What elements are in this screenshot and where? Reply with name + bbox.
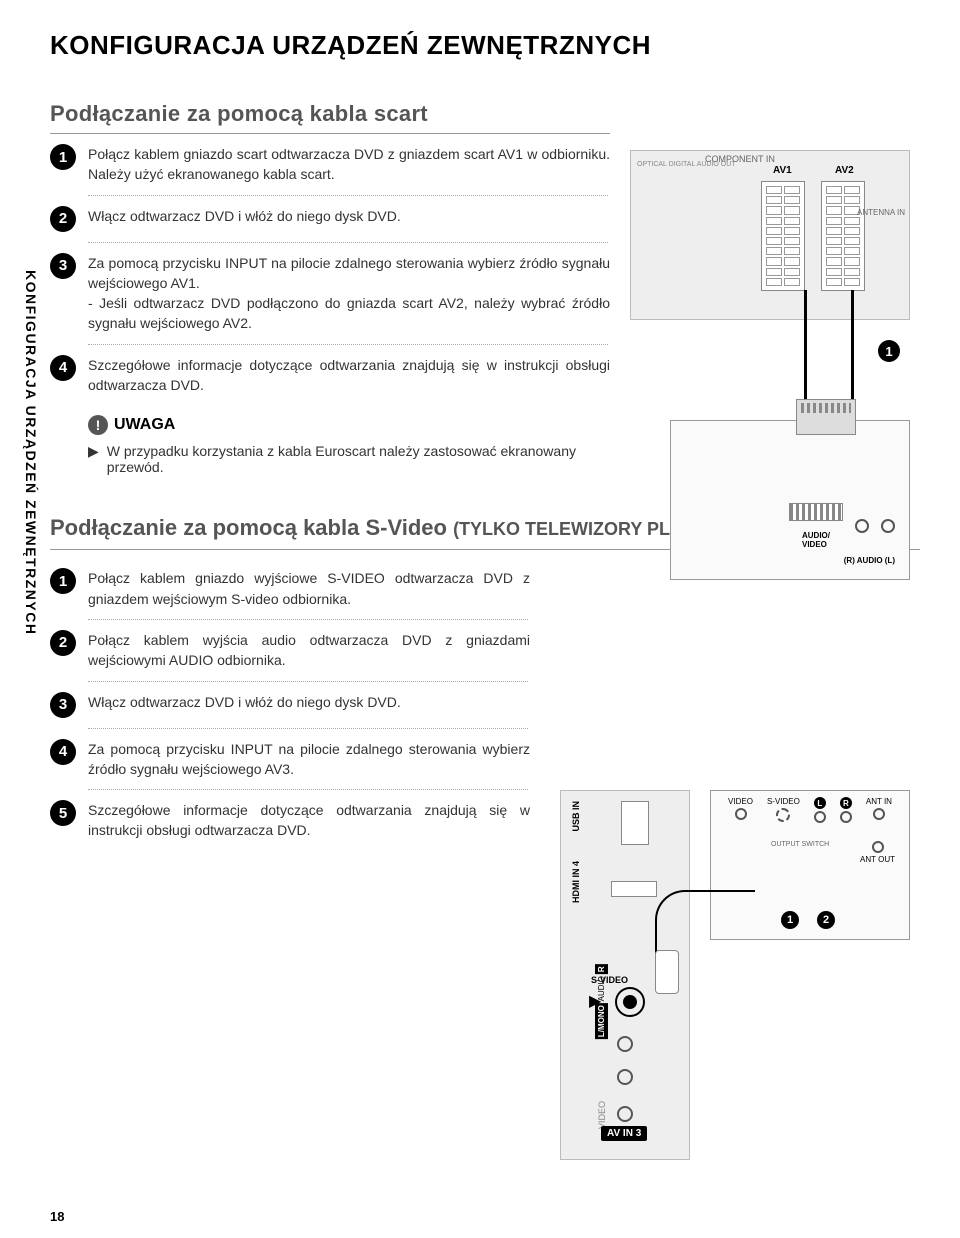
step-badge-1: 1: [50, 144, 76, 170]
audio-r-port: [617, 1069, 633, 1085]
dvd-ant-in: ANT IN: [866, 797, 892, 823]
step2-row-4: 4 Za pomocą przycisku INPUT na pilocie z…: [50, 739, 530, 780]
svideo-plug: [655, 950, 679, 994]
dvd-ant-out: ANT OUT: [860, 841, 895, 864]
diagram2-marker-2: 2: [817, 911, 835, 929]
antenna-in-label: ANTENNA IN: [857, 209, 905, 217]
diagram2-markers: 1 2: [781, 911, 835, 929]
step2-badge-4: 4: [50, 739, 76, 765]
step2-badge-1: 1: [50, 568, 76, 594]
dotted-sep: [88, 344, 608, 345]
section1-rule: [50, 133, 610, 134]
step-row-4: 4 Szczegółowe informacje dotyczące odtwa…: [50, 355, 610, 396]
optical-label: OPTICAL DIGITAL AUDIO OUT: [637, 161, 736, 168]
hdmi-port: [611, 881, 657, 897]
scart-av2: [821, 181, 865, 291]
dvd-audio-r-out: R: [840, 797, 852, 823]
step-text-4: Szczegółowe informacje dotyczące odtwarz…: [88, 355, 610, 396]
dvd-audio-l: [881, 519, 895, 533]
dvd-audio-lr-label: (R) AUDIO (L): [844, 556, 895, 565]
step2-row-2: 2 Połącz kablem wyjścia audio odtwarzacz…: [50, 630, 530, 671]
av1-label: AV1: [773, 165, 792, 176]
step2-text-5: Szczegółowe informacje dotyczące odtwarz…: [88, 800, 530, 841]
video-port: [617, 1106, 633, 1122]
av-in-3-badge: AV IN 3: [601, 1126, 647, 1141]
svideo-diagram: USB IN HDMI IN 4 S-VIDEO ▶ L/MONO AUDIO …: [560, 790, 910, 1160]
scart-av1: [761, 181, 805, 291]
svideo-port: [615, 987, 645, 1017]
step2-badge-5: 5: [50, 800, 76, 826]
dvd-svideo-out: S-VIDEO: [767, 797, 800, 823]
step-text-1: Połącz kablem gniazdo scart odtwarzacza …: [88, 144, 610, 185]
dvd-audio-r: [855, 519, 869, 533]
step2-text-2: Połącz kablem wyjścia audio odtwarzacza …: [88, 630, 530, 671]
arrow-icon: ▶: [88, 443, 99, 475]
step-text-2: Włącz odtwarzacz DVD i włóż do niego dys…: [88, 206, 610, 226]
step2-badge-3: 3: [50, 692, 76, 718]
page-title: KONFIGURACJA URZĄDZEŃ ZEWNĘTRZNYCH: [50, 30, 910, 61]
section1-title: Podłączanie za pomocą kabla scart: [50, 101, 910, 127]
output-switch-label: OUTPUT SWITCH: [771, 841, 829, 848]
side-tab: KONFIGURACJA URZĄDZEŃ ZEWNĘTRZNYCH: [23, 270, 39, 635]
step2-badge-2: 2: [50, 630, 76, 656]
step3b: - Jeśli odtwarzacz DVD podłączono do gni…: [88, 295, 610, 331]
scart-plug: [796, 399, 856, 435]
note-title: UWAGA: [114, 416, 175, 434]
scart-diagram: COMPONENT IN OPTICAL DIGITAL AUDIO OUT A…: [630, 150, 910, 580]
step-badge-2: 2: [50, 206, 76, 232]
step3a: Za pomocą przycisku INPUT na pilocie zda…: [88, 255, 610, 291]
step2-row-5: 5 Szczegółowe informacje dotyczące odtwa…: [50, 800, 530, 841]
dotted-sep: [88, 242, 608, 243]
note-body-text: W przypadku korzystania z kabla Euroscar…: [107, 443, 608, 475]
usb-in-label: USB IN: [571, 801, 581, 832]
diagram2-marker-1: 1: [781, 911, 799, 929]
step-row-1: 1 Połącz kablem gniazdo scart odtwarzacz…: [50, 144, 610, 185]
lmono-audio-r-label: L/MONO AUDIO R: [597, 964, 606, 1039]
dotted-sep: [88, 789, 528, 790]
note-bang-icon: !: [88, 415, 108, 435]
step-row-2: 2 Włącz odtwarzacz DVD i włóż do niego d…: [50, 206, 610, 232]
page-number: 18: [50, 1209, 64, 1224]
tv-back-panel: COMPONENT IN OPTICAL DIGITAL AUDIO OUT A…: [630, 150, 910, 320]
audio-l-port: [617, 1036, 633, 1052]
step2-text-3: Włącz odtwarzacz DVD i włóż do niego dys…: [88, 692, 530, 712]
note-box: ! UWAGA ▶ W przypadku korzystania z kabl…: [88, 415, 608, 475]
step2-text-4: Za pomocą przycisku INPUT na pilocie zda…: [88, 739, 530, 780]
scart-cable: [804, 290, 854, 405]
step2-row-1: 1 Połącz kablem gniazdo wyjściowe S-VIDE…: [50, 568, 530, 609]
dotted-sep: [88, 681, 528, 682]
dvd-back-panel: AUDIO/ VIDEO (R) AUDIO (L): [670, 420, 910, 580]
step-text-3: Za pomocą przycisku INPUT na pilocie zda…: [88, 253, 610, 334]
step2-row-3: 3 Włącz odtwarzacz DVD i włóż do niego d…: [50, 692, 530, 718]
usb-port: [621, 801, 649, 845]
hdmi-in4-label: HDMI IN 4: [571, 861, 581, 903]
diagram-marker-1: 1: [878, 340, 900, 362]
dvd-av-label: AUDIO/ VIDEO: [789, 503, 843, 549]
dotted-sep: [88, 728, 528, 729]
dotted-sep: [88, 619, 528, 620]
step-row-3: 3 Za pomocą przycisku INPUT na pilocie z…: [50, 253, 610, 334]
step-badge-4: 4: [50, 355, 76, 381]
step-badge-3: 3: [50, 253, 76, 279]
step2-text-1: Połącz kablem gniazdo wyjściowe S-VIDEO …: [88, 568, 530, 609]
dvd-video-out: VIDEO: [728, 797, 753, 823]
av2-label: AV2: [835, 165, 854, 176]
dvd-audio-l-out: L: [814, 797, 826, 823]
video-label: VIDEO: [597, 1101, 607, 1129]
dotted-sep: [88, 195, 608, 196]
